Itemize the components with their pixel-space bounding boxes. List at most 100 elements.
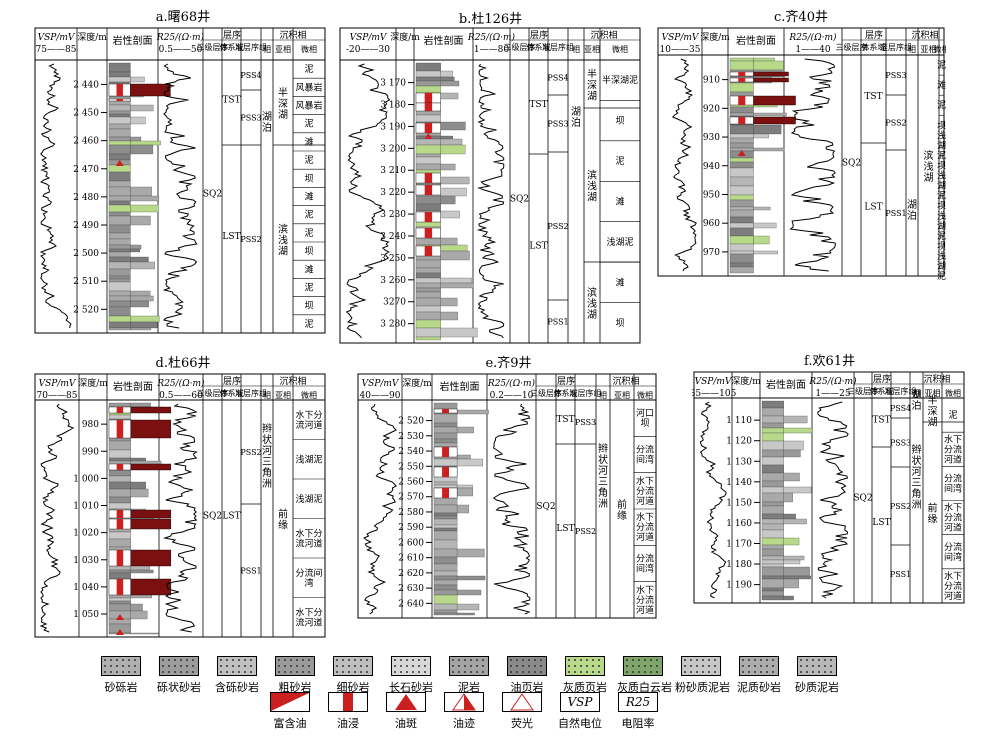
microfacies-label: 河道 bbox=[636, 604, 654, 616]
lith-bed-ext bbox=[130, 632, 159, 635]
lith-bed bbox=[108, 414, 131, 420]
lith-bed bbox=[108, 475, 131, 483]
r25-curve bbox=[817, 401, 849, 599]
microfacies-label: 坝 bbox=[615, 116, 624, 127]
depth-label: 3 280 bbox=[380, 320, 406, 330]
subfacies-label-char: 缘 bbox=[928, 513, 938, 526]
sequence-header: 层序 bbox=[865, 29, 883, 41]
facies-header: 沉积相 bbox=[279, 375, 306, 387]
depth-label: 1 050 bbox=[73, 610, 99, 620]
microfacies-label: 滩 bbox=[615, 196, 624, 208]
microfacies-label: 泥 bbox=[304, 319, 313, 330]
lith-bed bbox=[433, 603, 458, 611]
lith-bed-ext bbox=[130, 136, 142, 142]
microfacies-label: 浅 bbox=[937, 250, 946, 262]
lith-bed bbox=[108, 144, 131, 155]
legend-label: 灰质页岩 bbox=[563, 681, 607, 694]
r25-range: 1——40 bbox=[795, 45, 830, 55]
microfacies-label: 泥 bbox=[937, 231, 946, 242]
lith-bed bbox=[729, 106, 754, 114]
facies-label-char: 泊 bbox=[907, 210, 917, 222]
facies-main-header: 相 bbox=[908, 44, 916, 54]
lith-bed bbox=[415, 291, 441, 299]
depth-label: 2 600 bbox=[398, 538, 424, 548]
vsp-header: VSP/mV bbox=[695, 377, 733, 387]
facies-label-char: 湖 bbox=[912, 389, 922, 401]
lith-bed-ext bbox=[753, 250, 778, 255]
microfacies-label: 滩 bbox=[304, 136, 313, 148]
r25-header: R25/(Ω·m) bbox=[467, 32, 516, 43]
legend-oil-swatch bbox=[386, 692, 426, 712]
seq3-header: 三级层序 bbox=[836, 42, 868, 52]
lith-bed-ext bbox=[783, 486, 812, 494]
lith-bed bbox=[108, 603, 131, 612]
microfacies-label: 水下 bbox=[944, 433, 962, 445]
seq3-label: SQ2 bbox=[842, 159, 861, 169]
log-frame bbox=[34, 373, 326, 638]
lith-bed bbox=[761, 566, 784, 577]
lith-bed bbox=[433, 484, 458, 489]
legend-label: 荧光 bbox=[511, 717, 533, 730]
vsp-range: 10——35 bbox=[660, 45, 701, 55]
lith-bed bbox=[108, 290, 131, 297]
lith-bed-ext bbox=[130, 195, 160, 202]
lith-bed bbox=[761, 456, 784, 466]
lith-bed bbox=[729, 137, 754, 144]
lith-bed bbox=[108, 232, 131, 240]
microfacies-label: 河道 bbox=[944, 590, 962, 602]
lith-bed bbox=[729, 266, 754, 274]
lith-bed bbox=[108, 278, 131, 283]
lith-bed bbox=[729, 253, 754, 264]
depth-label: 3 220 bbox=[380, 188, 406, 198]
oil-show-mark bbox=[738, 96, 746, 105]
legend-oil-item: 油浸 bbox=[322, 692, 374, 731]
legend-label: 细砂岩 bbox=[336, 681, 370, 694]
parasequence-header: 准层序组 bbox=[885, 386, 917, 396]
lith-bed bbox=[729, 194, 754, 201]
lith-bed bbox=[761, 544, 784, 550]
legend-label: 油页岩 bbox=[510, 681, 544, 694]
oil-rich-bed bbox=[130, 578, 172, 596]
microfacies-label: 流河道 bbox=[295, 537, 322, 549]
lith-bed bbox=[729, 227, 754, 237]
oil-spot-mark bbox=[424, 133, 433, 139]
legend-item: 细砂岩 bbox=[327, 656, 379, 695]
lith-bed bbox=[108, 440, 131, 451]
lith-bed bbox=[433, 584, 458, 591]
r25-curve bbox=[789, 58, 836, 272]
lith-bed bbox=[108, 136, 131, 142]
lith-bed bbox=[729, 209, 754, 218]
lith-bed bbox=[415, 62, 441, 72]
systems-tract-header: 体系域 bbox=[220, 42, 244, 52]
lith-bed-ext bbox=[783, 575, 811, 580]
depth-header: 深度/m bbox=[77, 31, 107, 43]
facies-label: 湖泊 bbox=[571, 106, 581, 129]
legend-curve-swatch: R25 bbox=[618, 692, 658, 712]
depth-label: 3 170 bbox=[380, 79, 406, 89]
oil-spot-mark bbox=[737, 150, 746, 156]
oil-show-mark bbox=[116, 550, 124, 566]
subfacies-label-char: 前 bbox=[617, 498, 627, 511]
lith-bed bbox=[761, 548, 784, 557]
lith-bed bbox=[415, 138, 441, 146]
legend-label: 电阻率 bbox=[621, 717, 655, 730]
depth-label: 3 260 bbox=[380, 276, 406, 286]
legend-item: 泥质砂岩 bbox=[733, 656, 785, 695]
parasequence-label: PSS3 bbox=[240, 114, 261, 123]
depth-label: 2 610 bbox=[398, 554, 424, 564]
log-frame bbox=[357, 373, 657, 619]
microfacies-label: 泥 bbox=[937, 100, 946, 111]
facies-header: 沉积相 bbox=[612, 375, 639, 387]
lith-bed bbox=[761, 432, 784, 442]
r25-range: 0.5——50 bbox=[159, 45, 203, 55]
vsp-range: 75——85 bbox=[36, 45, 77, 55]
lith-bed bbox=[108, 76, 131, 83]
microfacies-label: 滩 bbox=[304, 191, 313, 203]
lith-bed bbox=[761, 400, 784, 409]
depth-label: 1 130 bbox=[726, 457, 752, 467]
lith-bed bbox=[108, 195, 131, 202]
lith-bed bbox=[108, 531, 131, 540]
well-panel-e: e.齐9井 VSP/mV 40——90 深度/m 岩性剖面 R25/(Ω·m) 0.2——… bbox=[356, 352, 661, 622]
depth-label: 970 bbox=[703, 248, 720, 258]
r25-header: R25/(Ω·m) bbox=[156, 378, 205, 389]
